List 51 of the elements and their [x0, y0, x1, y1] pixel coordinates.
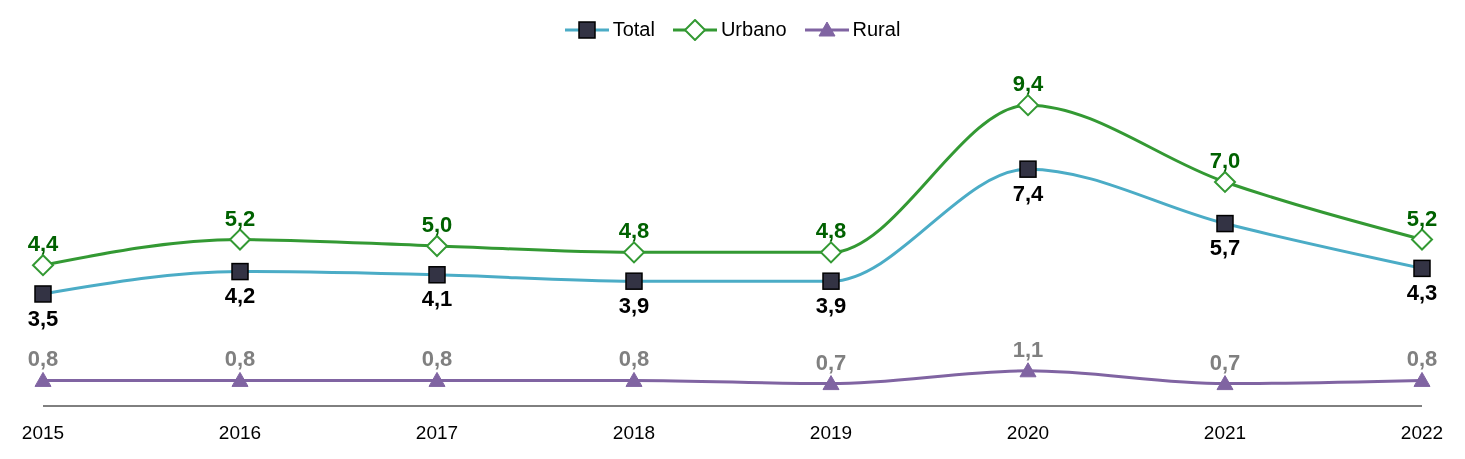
- x-tick-label: 2021: [1203, 422, 1247, 444]
- point: [229, 228, 251, 251]
- data-label: 7,0: [1209, 147, 1241, 173]
- data-label: 4,8: [815, 218, 847, 244]
- x-tick-label: 2016: [218, 422, 262, 444]
- x-tick-label: 2020: [1006, 422, 1050, 444]
- data-label: 0,8: [1406, 346, 1438, 372]
- data-label: 0,7: [815, 349, 847, 375]
- data-label: 0,8: [618, 346, 650, 372]
- data-label: 1,1: [1012, 336, 1044, 362]
- point: [1214, 170, 1236, 193]
- point: [820, 241, 842, 264]
- data-label: 5,7: [1209, 235, 1241, 261]
- point: [231, 371, 249, 387]
- legend-label: Total: [611, 18, 655, 41]
- point: [32, 254, 54, 277]
- point: [625, 371, 643, 387]
- data-label: 4,4: [27, 231, 60, 257]
- point: [822, 375, 840, 391]
- x-tick-label: 2022: [1400, 422, 1444, 444]
- data-label: 4,3: [1406, 279, 1438, 305]
- point: [1411, 228, 1433, 251]
- data-label: 0,8: [27, 346, 59, 372]
- data-label: 5,2: [1406, 205, 1438, 231]
- legend-label: Rural: [851, 18, 901, 41]
- x-tick-label: 2018: [612, 422, 656, 444]
- data-label: 7,4: [1012, 180, 1045, 206]
- point: [426, 234, 448, 257]
- point: [623, 241, 645, 264]
- x-tick-label: 2015: [21, 422, 65, 444]
- data-label: 0,7: [1209, 349, 1241, 375]
- point: [1216, 375, 1234, 391]
- data-label: 5,0: [421, 211, 453, 237]
- x-tick-label: 2017: [415, 422, 459, 444]
- x-tick-label: 2019: [809, 422, 853, 444]
- data-label: 4,2: [224, 283, 256, 309]
- data-label: 9,4: [1012, 71, 1045, 97]
- data-label: 3,9: [815, 292, 847, 318]
- point: [1017, 94, 1039, 117]
- data-label: 3,5: [27, 305, 59, 331]
- data-label: 0,8: [421, 346, 453, 372]
- point: [1019, 362, 1037, 378]
- data-label: 4,1: [421, 286, 453, 312]
- data-label: 5,2: [224, 205, 256, 231]
- legend-label: Urbano: [719, 18, 787, 41]
- data-label: 4,8: [618, 218, 650, 244]
- point: [1413, 371, 1431, 387]
- point: [34, 371, 52, 387]
- data-label: 3,9: [618, 292, 650, 318]
- data-label: 0,8: [224, 346, 256, 372]
- point: [428, 371, 446, 387]
